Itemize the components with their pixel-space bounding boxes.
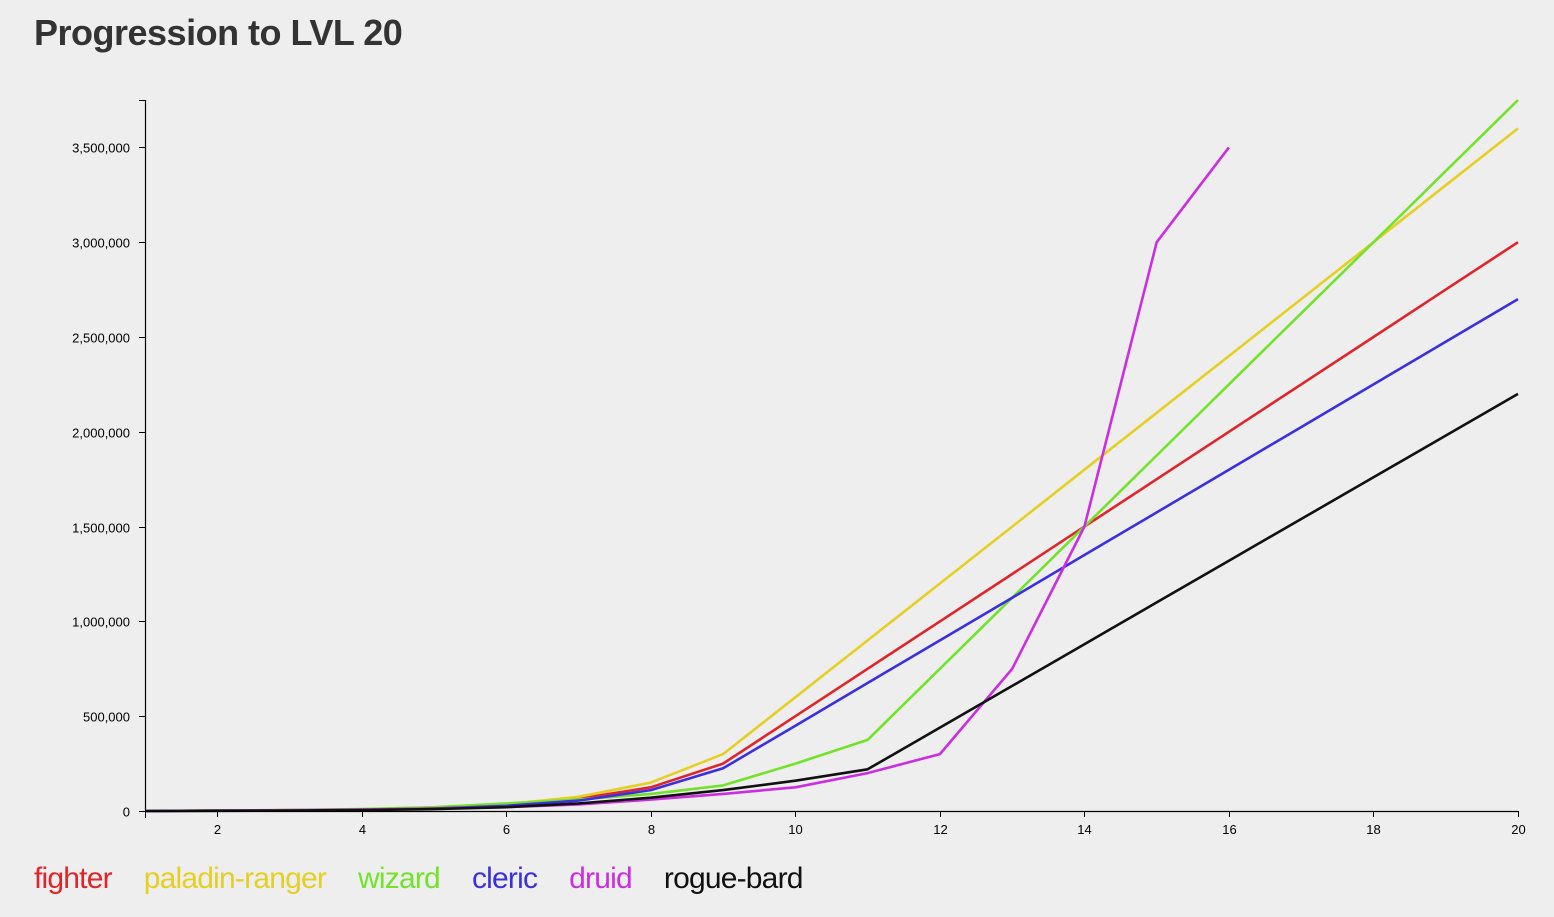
x-tick-label: 18 xyxy=(1366,822,1380,837)
series-line-fighter xyxy=(144,241,1519,813)
legend-item-fighter[interactable]: fighter xyxy=(34,862,113,895)
y-tick-label: 2,500,000 xyxy=(72,331,130,346)
x-tick-label: 8 xyxy=(648,822,655,837)
series-line-druid xyxy=(144,146,1230,813)
x-tick-label: 4 xyxy=(359,822,366,837)
y-tick-label: 500,000 xyxy=(83,710,130,725)
legend-item-rogue-bard[interactable]: rogue-bard xyxy=(663,862,804,895)
legend-item-wizard[interactable]: wizard xyxy=(358,862,441,895)
legend-item-paladin-ranger[interactable]: paladin-ranger xyxy=(143,862,327,895)
legend-item-cleric[interactable]: cleric xyxy=(471,862,538,895)
y-tick-label: 2,000,000 xyxy=(72,426,130,441)
line-chart: 2 4 6 8 10 12 14 16 18 20 0 500,000 1,000,000 1,500,0… xyxy=(72,99,1526,837)
x-tick-label: 16 xyxy=(1222,822,1236,837)
series-layer xyxy=(144,99,1519,813)
y-tick-label: 1,500,000 xyxy=(72,521,130,536)
y-tick-label: 0 xyxy=(123,805,130,820)
x-tick-label: 20 xyxy=(1511,822,1525,837)
y-tick-label: 3,000,000 xyxy=(72,236,130,251)
x-tick-label: 10 xyxy=(788,822,802,837)
x-tick-label: 6 xyxy=(503,822,510,837)
x-tick-label: 2 xyxy=(214,822,221,837)
y-tick-label: 1,000,000 xyxy=(72,615,130,630)
y-tick-label: 3,500,000 xyxy=(72,141,130,156)
legend-item-druid[interactable]: druid xyxy=(569,862,633,895)
x-tick-label: 14 xyxy=(1077,822,1091,837)
x-tick-label: 12 xyxy=(933,822,947,837)
series-line-paladin-ranger xyxy=(144,127,1519,813)
chart-title: Progression to LVL 20 xyxy=(34,12,403,53)
axes-layer: 2 4 6 8 10 12 14 16 18 20 0 500,000 1,000,000 1,500,0… xyxy=(72,100,1526,837)
legend: fighter paladin-ranger wizard cleric druid ro… xyxy=(34,864,803,894)
series-line-rogue-bard xyxy=(144,392,1519,813)
